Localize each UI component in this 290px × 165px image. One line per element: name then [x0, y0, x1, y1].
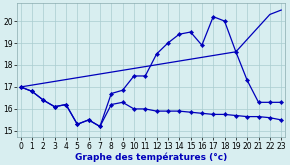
- X-axis label: Graphe des températures (°c): Graphe des températures (°c): [75, 152, 227, 162]
